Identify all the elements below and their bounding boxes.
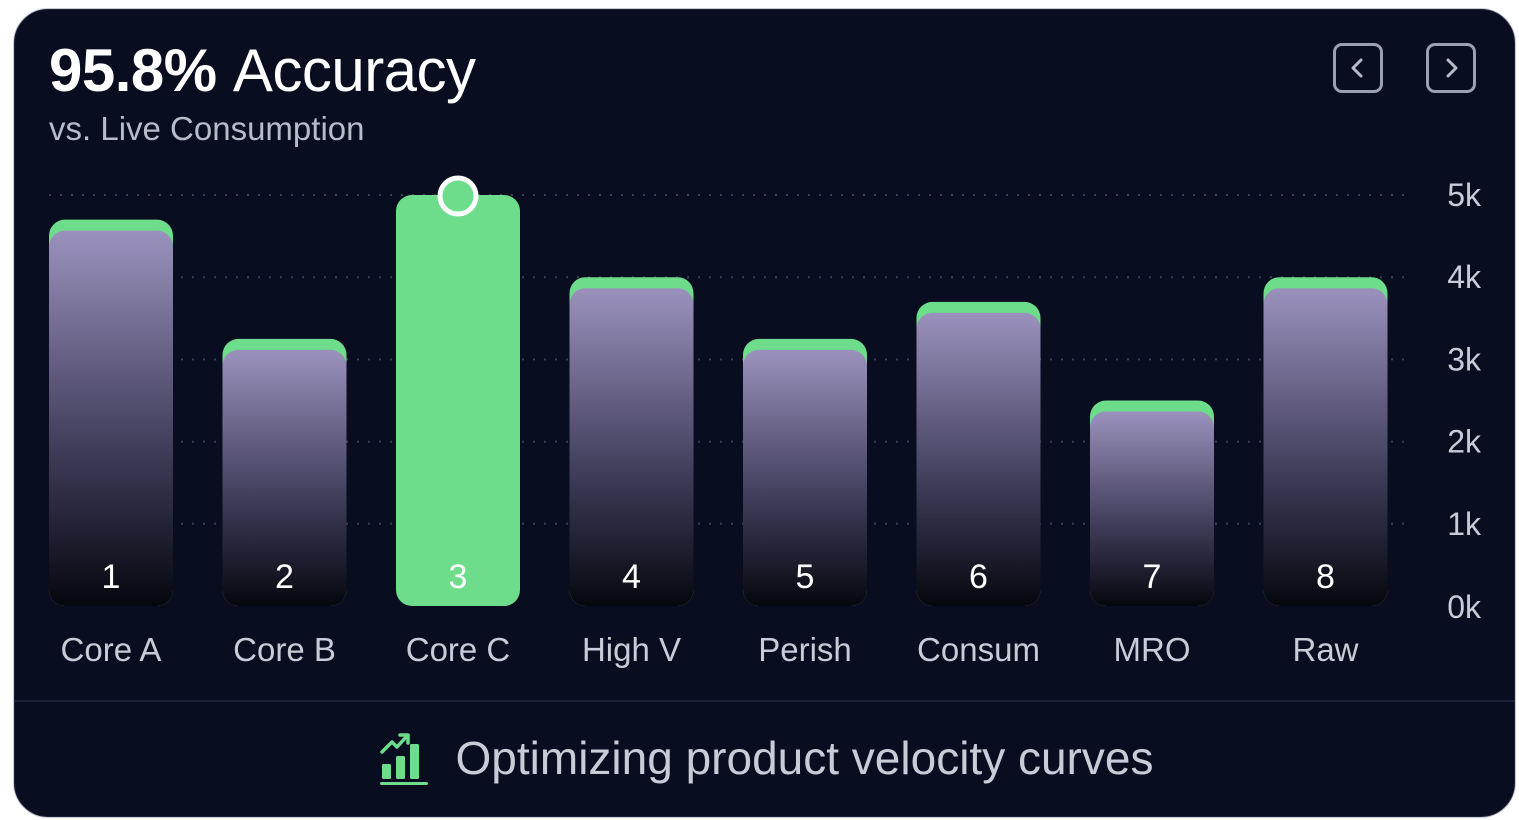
bar-number: 1: [102, 558, 121, 596]
x-category-label: Core C: [406, 631, 511, 668]
bar-number: 3: [449, 558, 468, 596]
bar-group[interactable]: [1090, 400, 1214, 607]
bar-number: 7: [1143, 558, 1162, 596]
bar[interactable]: [1090, 411, 1214, 607]
x-category-label: MRO: [1114, 631, 1191, 668]
chevron-left-icon: [1351, 58, 1363, 78]
next-button[interactable]: [1426, 43, 1476, 93]
bar-group[interactable]: [396, 175, 520, 606]
bar-number: 2: [275, 558, 294, 596]
x-category-label: Consum: [917, 631, 1040, 668]
bar-group[interactable]: [569, 277, 694, 606]
status-message: Optimizing product velocity curves: [455, 732, 1154, 784]
chevron-right-icon: [1446, 58, 1458, 78]
y-tick-label: 4k: [1447, 259, 1482, 295]
subtitle: vs. Live Consumption: [49, 110, 365, 147]
previous-button[interactable]: [1333, 43, 1383, 93]
status-footer: Optimizing product velocity curves: [15, 700, 1514, 816]
page-title: 95.8% Accuracy: [49, 36, 476, 106]
y-tick-label: 1k: [1447, 506, 1482, 542]
bar[interactable]: [222, 349, 347, 606]
bar-group[interactable]: [743, 338, 867, 606]
bar-number: 8: [1316, 558, 1335, 596]
bar-group[interactable]: [1263, 277, 1388, 606]
bar[interactable]: [569, 288, 694, 606]
bar-group[interactable]: [49, 219, 173, 606]
accuracy-label: Accuracy: [232, 37, 476, 104]
bar-chart-trend-icon: [379, 733, 428, 785]
bar-highlighted[interactable]: [396, 195, 520, 606]
bar-group[interactable]: [916, 301, 1041, 606]
bar[interactable]: [916, 312, 1041, 606]
bar-marker-dot: [437, 175, 479, 217]
x-category-label: Core A: [61, 631, 162, 668]
x-category-label: Perish: [758, 631, 852, 668]
bar-chart: 1 Core A 2 Core B 3 Core C 4 High V 5 Perish 6 Cons…: [49, 175, 1482, 668]
bar-number: 5: [796, 558, 815, 596]
x-category-label: Core B: [233, 631, 336, 668]
y-tick-label: 5k: [1447, 177, 1482, 213]
y-tick-label: 2k: [1447, 424, 1482, 460]
bar-group[interactable]: [222, 338, 347, 606]
forecast-accuracy-card: 95.8% Accuracy vs. Live Consumption 1 Cor…: [14, 9, 1515, 817]
bar-number: 4: [622, 558, 641, 596]
bar[interactable]: [1263, 288, 1388, 606]
y-tick-label: 0k: [1447, 589, 1482, 625]
bar[interactable]: [49, 230, 173, 606]
x-category-label: Raw: [1292, 631, 1358, 668]
bar[interactable]: [743, 349, 867, 606]
bar-number: 6: [969, 558, 988, 596]
x-category-label: High V: [582, 631, 681, 668]
y-tick-label: 3k: [1447, 341, 1482, 377]
accuracy-value: 95.8%: [49, 37, 217, 104]
